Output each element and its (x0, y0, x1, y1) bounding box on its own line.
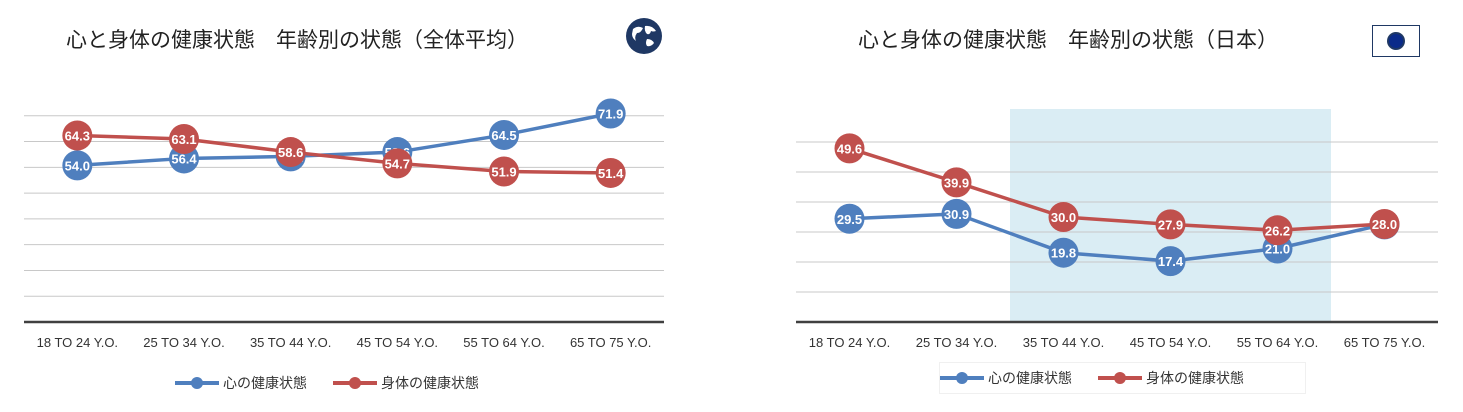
x-tick-label: 65 TO 75 Y.O. (570, 335, 651, 350)
data-label-mind: 21.0 (1265, 242, 1290, 257)
chart-title: 心と身体の健康状態 年齢別の状態（全体平均） (66, 28, 528, 52)
data-label-body: 51.4 (598, 166, 624, 181)
x-tick-label: 35 TO 44 Y.O. (1023, 335, 1104, 350)
data-label-mind: 71.9 (598, 106, 623, 121)
x-tick-label: 35 TO 44 Y.O. (250, 335, 331, 350)
data-label-body: 54.7 (385, 156, 410, 171)
data-point-body (941, 167, 972, 198)
series-line-mind (849, 212, 1385, 263)
x-tick-label: 45 TO 54 Y.O. (1130, 335, 1211, 350)
data-point-body (382, 148, 413, 179)
data-point-body (275, 137, 306, 168)
legend-label-body: 身体の健康状態 (381, 376, 479, 392)
data-label-body: 58.6 (278, 145, 303, 160)
legend-marker-body (1098, 372, 1142, 384)
chart-legend: 心の健康状態 身体の健康状態 (175, 368, 540, 398)
data-label-mind: 64.5 (491, 128, 516, 143)
legend-item-mind: 心の健康状態 (175, 373, 307, 393)
legend-item-mind: 心の健康状態 (940, 368, 1072, 388)
data-label-mind: 29.5 (837, 212, 862, 227)
data-point-mind (1155, 246, 1186, 277)
data-point-mind (1048, 237, 1079, 268)
series-line-mind (77, 111, 612, 168)
data-label-mind: 19.8 (1051, 246, 1076, 261)
x-tick-label: 25 TO 34 Y.O. (143, 335, 224, 350)
legend-label-mind: 心の健康状態 (223, 376, 307, 392)
line-chart-global: 18 TO 24 Y.O. 25 TO 34 Y.O. 35 TO 44 Y.O. 4… (24, 98, 664, 350)
x-tick-label: 45 TO 54 Y.O. (357, 335, 438, 350)
x-tick-label: 18 TO 24 Y.O. (809, 335, 890, 350)
data-point-body (169, 124, 199, 155)
data-label-body: 27.9 (1158, 217, 1183, 232)
chart-panel-japan: 心と身体の健康状態 年齢別の状態（日本） 18 TO 24 Y.O. 25 TO … (760, 0, 1463, 412)
series-line-body (848, 146, 1385, 233)
series-line-body (77, 133, 611, 175)
x-tick-label: 65 TO 75 Y.O. (1344, 335, 1425, 350)
data-label-body: 63.1 (171, 132, 196, 147)
legend-label-mind: 心の健康状態 (988, 371, 1072, 387)
japan-flag-icon (1372, 25, 1420, 57)
chart-panel-global: 心と身体の健康状態 年齢別の状態（全体平均） 18 TO 24 Y.O. 25 T… (0, 0, 700, 412)
x-tick-label: 25 TO 34 Y.O. (916, 335, 997, 350)
data-label-mind: 17.4 (1158, 254, 1184, 269)
legend-marker-body (333, 377, 377, 389)
data-label-mind: 30.9 (944, 207, 969, 222)
data-label-mind: 56.4 (171, 151, 197, 166)
data-label-body: 51.9 (491, 164, 516, 179)
x-tick-label: 55 TO 64 Y.O. (463, 335, 544, 350)
chart-legend: 心の健康状態 身体の健康状態 (940, 363, 1305, 393)
legend-item-body: 身体の健康状態 (333, 373, 479, 393)
data-label-body: 49.6 (837, 141, 862, 156)
x-tick-label: 55 TO 64 Y.O. (1237, 335, 1318, 350)
data-point-body (834, 133, 865, 164)
globe-icon (626, 18, 662, 54)
data-point-body (1369, 209, 1400, 239)
data-point-body (489, 156, 519, 187)
data-label-body: 64.3 (65, 129, 90, 144)
data-label-body: 39.9 (944, 175, 969, 190)
data-point-body (1155, 209, 1186, 240)
data-label-body: 26.2 (1265, 223, 1290, 238)
data-point-mind (595, 98, 626, 129)
legend-item-body: 身体の健康状態 (1098, 368, 1244, 388)
data-label-body: 28.0 (1372, 217, 1397, 232)
legend-marker-mind (175, 377, 219, 389)
chart-title: 心と身体の健康状態 年齢別の状態（日本） (858, 28, 1278, 52)
legend-marker-mind (940, 372, 984, 384)
data-point-mind (834, 203, 865, 234)
x-tick-label: 18 TO 24 Y.O. (37, 335, 118, 350)
data-label-body: 30.0 (1051, 210, 1076, 225)
data-point-mind (941, 198, 972, 229)
data-point-mind (489, 119, 519, 150)
legend-label-body: 身体の健康状態 (1146, 371, 1244, 387)
data-point-body (62, 120, 93, 151)
data-point-mind (62, 150, 93, 181)
data-point-body (1262, 215, 1293, 246)
data-point-body (595, 157, 626, 188)
line-chart-japan: 18 TO 24 Y.O. 25 TO 34 Y.O. 35 TO 44 Y.O. 4… (796, 109, 1438, 350)
data-point-body (1048, 202, 1079, 232)
data-label-mind: 54.0 (65, 158, 90, 173)
